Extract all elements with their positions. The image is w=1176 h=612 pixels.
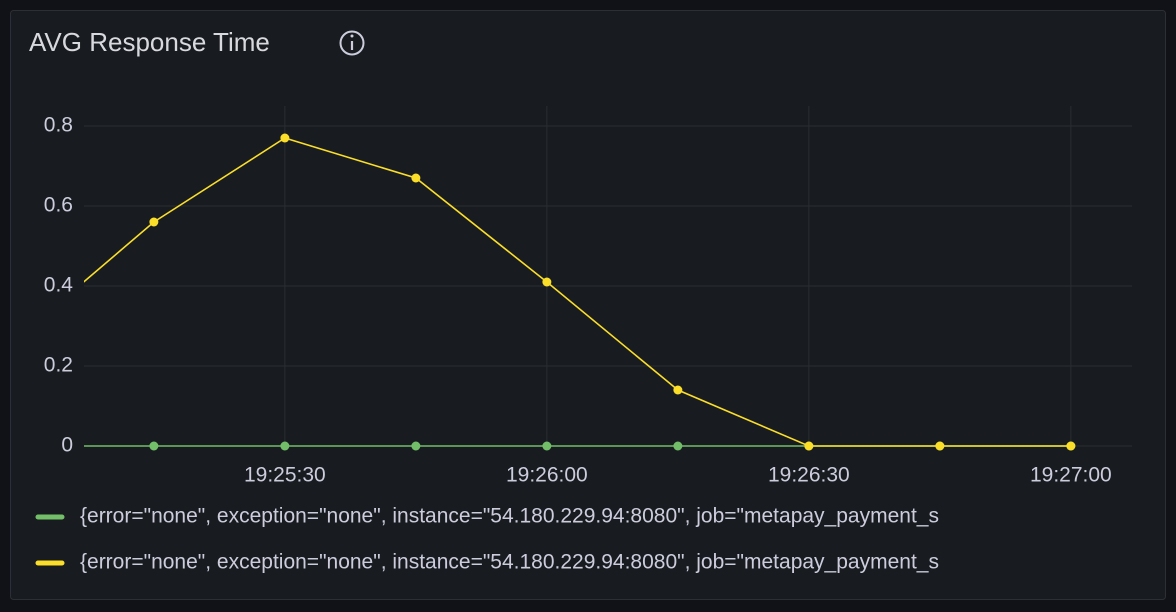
legend-item[interactable]: {error="none", exception="none", instanc… bbox=[35, 551, 939, 574]
y-tick-label: 0 bbox=[61, 434, 73, 457]
y-tick-label: 0.8 bbox=[44, 114, 73, 137]
x-tick-label: 19:26:30 bbox=[768, 464, 850, 487]
data-point bbox=[149, 441, 159, 451]
legend-label: {error="none", exception="none", instanc… bbox=[80, 551, 939, 574]
x-tick-label: 19:26:00 bbox=[506, 464, 588, 487]
data-point bbox=[542, 277, 552, 287]
data-point bbox=[280, 133, 290, 143]
data-point bbox=[411, 173, 421, 183]
data-point bbox=[673, 441, 683, 451]
data-point bbox=[1066, 441, 1076, 451]
y-tick-label: 0.6 bbox=[44, 194, 73, 217]
y-tick-label: 0.2 bbox=[44, 354, 73, 377]
data-point bbox=[411, 441, 421, 451]
data-point bbox=[935, 441, 945, 451]
data-point bbox=[280, 441, 290, 451]
legend-label: {error="none", exception="none", instanc… bbox=[80, 505, 939, 528]
chart-title: AVG Response Time bbox=[29, 27, 270, 57]
legend-item[interactable]: {error="none", exception="none", instanc… bbox=[35, 505, 939, 528]
data-point bbox=[804, 441, 814, 451]
plot-area bbox=[84, 133, 1076, 451]
x-tick-label: 19:25:30 bbox=[244, 464, 326, 487]
data-point bbox=[542, 441, 552, 451]
x-tick-label: 19:27:00 bbox=[1030, 464, 1112, 487]
legend: {error="none", exception="none", instanc… bbox=[35, 505, 939, 574]
data-point bbox=[673, 385, 683, 395]
info-icon[interactable] bbox=[339, 30, 365, 56]
y-tick-label: 0.4 bbox=[44, 274, 74, 297]
panel bbox=[10, 10, 1166, 600]
data-point bbox=[149, 217, 159, 227]
